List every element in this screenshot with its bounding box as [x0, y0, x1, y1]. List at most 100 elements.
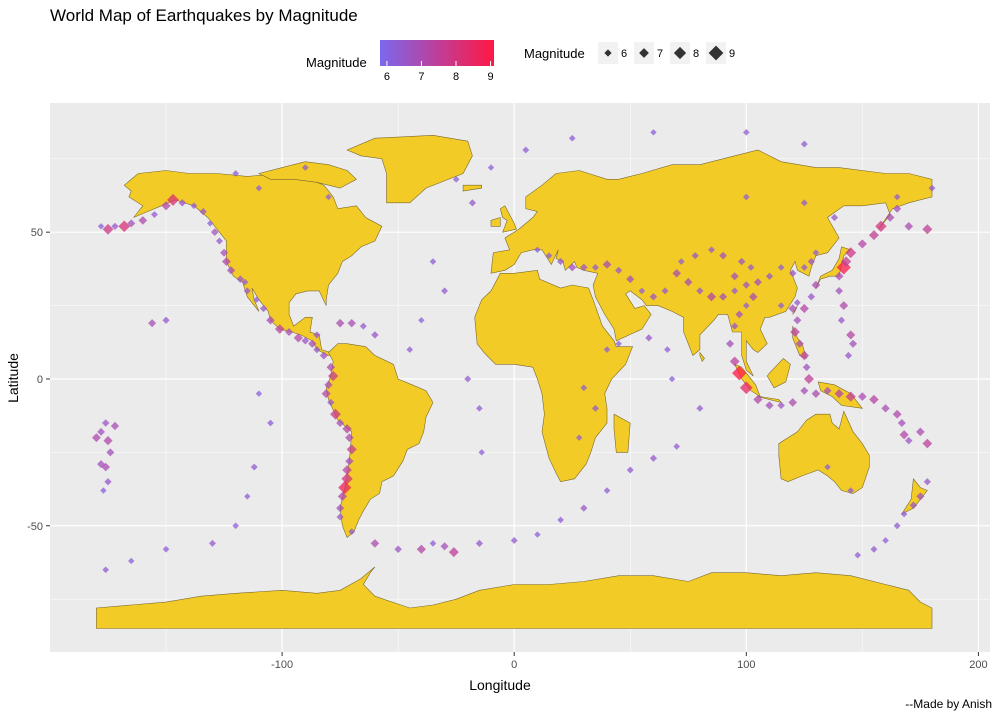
y-tick-label: 50	[31, 227, 43, 239]
earthquake-point	[274, 324, 285, 334]
earthquake-point	[807, 257, 815, 266]
earthquake-point	[522, 146, 530, 154]
earthquake-point	[893, 193, 901, 201]
earthquake-point	[800, 386, 809, 395]
earthquake-point	[148, 319, 157, 328]
earthquake-point	[285, 327, 294, 337]
earthquake-point	[429, 258, 437, 265]
land-polygon	[778, 410, 870, 494]
land-polygon	[325, 343, 434, 538]
earthquake-point	[347, 319, 356, 328]
earthquake-point	[807, 293, 816, 301]
size-key-diamond	[673, 46, 687, 60]
earthquake-point	[603, 346, 611, 353]
earthquake-point	[834, 389, 844, 399]
earthquake-point	[370, 539, 380, 548]
land-polygon	[490, 217, 501, 227]
earthquake-point	[326, 362, 336, 372]
earthquake-point	[649, 454, 658, 462]
earthquake-point	[568, 263, 577, 272]
earthquake-point	[327, 398, 335, 407]
earthquake-point	[441, 287, 449, 295]
earthquake-point	[748, 292, 758, 302]
earthquake-point	[742, 281, 751, 289]
earthquake-point	[328, 370, 339, 382]
earthquake-point	[97, 427, 105, 436]
earthquake-point	[788, 398, 798, 407]
earthquake-point	[127, 219, 136, 228]
earthquake-point	[319, 351, 328, 360]
earthquake-point	[799, 303, 809, 314]
size-key-diamond	[708, 45, 724, 61]
colorbar-tick-label: 7	[418, 71, 424, 83]
earthquake-point	[615, 266, 623, 274]
earthquake-point	[101, 419, 110, 427]
earthquake-point	[672, 268, 681, 278]
earthquake-point	[468, 199, 477, 207]
earthquake-point	[221, 257, 231, 266]
x-tick-label: -100	[271, 659, 293, 671]
earthquake-point	[916, 427, 925, 437]
earthquake-point	[858, 392, 867, 401]
earthquake-point	[893, 204, 902, 213]
earthquake-point	[730, 272, 739, 281]
x-tick-label: 200	[969, 659, 987, 671]
earthquake-point	[793, 316, 802, 325]
earthquake-point	[226, 266, 236, 275]
earthquake-point	[534, 531, 541, 538]
x-axis-label: Longitude	[469, 677, 531, 693]
land-polygon	[766, 357, 791, 389]
earthquake-point	[336, 513, 344, 521]
earthquake-point	[342, 424, 352, 434]
land-polygon	[900, 478, 928, 515]
earthquake-point	[868, 230, 879, 241]
earthquake-point	[190, 202, 198, 210]
earthquake-point	[649, 293, 658, 301]
earthquake-point	[232, 522, 239, 530]
earthquake-point	[345, 457, 354, 466]
earthquake-point	[645, 334, 653, 342]
colorbar-tick-label: 8	[453, 71, 459, 83]
earthquake-point	[790, 327, 800, 337]
earthquake-point	[777, 302, 785, 309]
earthquake-point	[167, 193, 179, 206]
earthquake-point	[719, 292, 728, 301]
earthquake-point	[138, 216, 148, 225]
size-key-diamond	[639, 48, 649, 58]
earthquake-point	[429, 540, 437, 547]
earthquake-point	[737, 257, 746, 266]
earthquake-point	[338, 481, 352, 495]
size-key-label: 6	[621, 48, 627, 60]
earthquake-point	[708, 246, 715, 254]
earthquake-point	[534, 246, 541, 253]
earthquake-point	[788, 304, 798, 313]
earthquake-point	[209, 539, 216, 547]
earthquake-point	[220, 248, 229, 257]
earthquake-point	[371, 331, 379, 339]
earthquake-point	[795, 339, 804, 348]
earthquake-point	[100, 487, 107, 494]
earthquake-point	[916, 492, 925, 501]
earthquake-point	[800, 199, 808, 207]
earthquake-point	[510, 536, 518, 544]
earthquake-point	[111, 222, 119, 230]
earthquake-point	[199, 208, 207, 216]
legend-color-title: Magnitude	[306, 55, 367, 70]
earthquake-point	[765, 272, 774, 280]
earthquake-point	[835, 287, 844, 295]
earthquake-point	[664, 346, 671, 353]
earthquake-point	[118, 220, 131, 233]
earthquake-point	[615, 340, 622, 347]
earthquake-point	[677, 258, 685, 265]
earthquake-point	[161, 201, 171, 211]
earthquake-point	[325, 193, 332, 201]
earthquake-point	[418, 317, 425, 324]
earthquake-point	[892, 409, 902, 419]
earthquake-point	[638, 287, 646, 295]
land-polygon	[699, 351, 705, 363]
earthquake-point	[845, 247, 857, 259]
earthquake-point	[811, 389, 821, 398]
earthquake-point	[661, 287, 669, 295]
earthquake-point	[793, 299, 801, 307]
earthquake-point	[854, 551, 862, 559]
